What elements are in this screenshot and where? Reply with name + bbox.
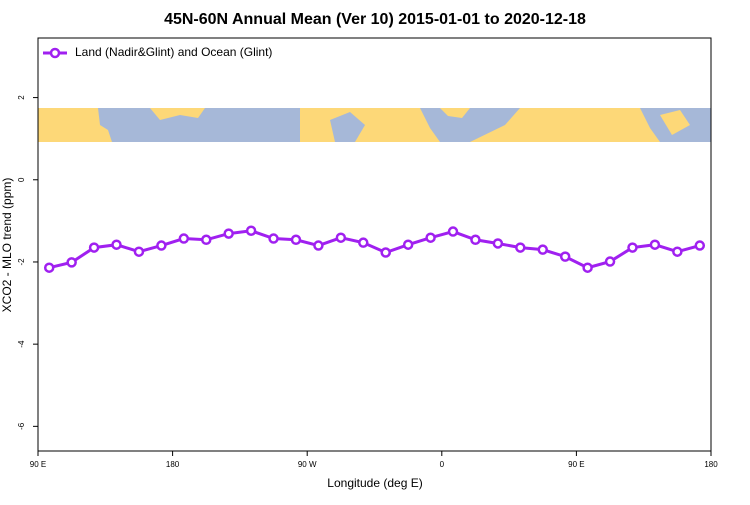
x-tick-label: 90 E [568,460,584,469]
x-axis-title: Longitude (deg E) [327,476,422,490]
data-point [313,240,324,251]
data-point [178,233,190,244]
data-line [48,229,701,270]
data-point [133,246,145,257]
data-point [268,233,279,244]
data-point [156,240,167,251]
data-point [627,242,638,253]
data-point [335,232,347,243]
data-point [582,262,593,273]
x-tick-label: 90 W [298,460,317,469]
data-point [223,228,234,239]
data-point [201,234,212,246]
y-tick-label: 2 [17,95,26,100]
plot-frame [37,37,712,452]
x-tick-label: 180 [704,460,718,469]
data-point [245,225,257,236]
y-tick-label: -2 [17,258,26,266]
data-point [694,240,706,251]
y-tick-label: -6 [17,422,26,430]
y-tick-label: 0 [17,177,26,182]
map-band [38,108,711,142]
data-point [672,246,683,257]
data-point [492,238,504,249]
legend-label: Land (Nadir&Glint) and Ocean (Glint) [75,45,272,59]
data-point [649,239,661,250]
chart-title: 45N-60N Annual Mean (Ver 10) 2015-01-01 … [164,11,586,28]
data-point [290,234,302,246]
data-point [537,244,548,255]
data-point [43,262,55,273]
data-point [515,242,526,253]
y-axis-title: XCO2 - MLO trend (ppm) [0,178,14,313]
data-point [470,234,481,246]
x-tick-label: 180 [166,460,180,469]
data-point [559,251,571,262]
data-point [402,239,414,250]
legend-marker [49,47,61,59]
data-point [447,226,459,237]
data-point [66,257,77,268]
data-point [88,242,100,253]
y-tick-label: -4 [17,340,26,348]
data-point [380,247,391,258]
x-tick-label: 0 [440,460,445,469]
x-tick-label: 90 E [30,460,46,469]
data-point [358,237,369,248]
data-point [425,232,436,243]
data-point [604,256,616,267]
data-point [111,239,122,250]
